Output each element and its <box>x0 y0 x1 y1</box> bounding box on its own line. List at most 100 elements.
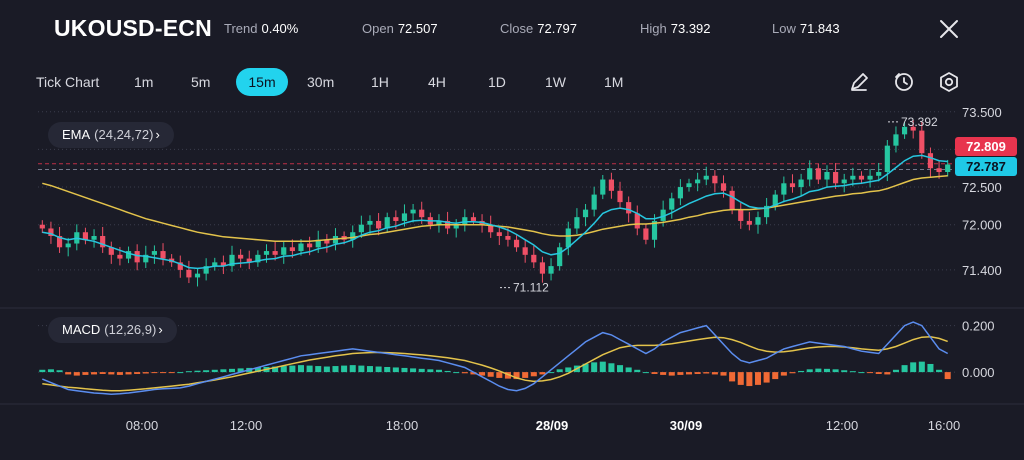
candle-body <box>643 228 649 240</box>
candle-body <box>246 258 252 263</box>
candle <box>755 211 761 234</box>
x-tick-label: 18:00 <box>386 418 419 433</box>
candle <box>177 255 183 278</box>
candle-body <box>807 168 813 180</box>
symbol-title: UKOUSD-ECN <box>54 15 212 41</box>
candle-body <box>686 183 692 188</box>
ema-indicator-pill[interactable]: EMA (24,24,72) › <box>48 122 174 148</box>
candle <box>824 165 830 188</box>
macd-histogram-bar <box>884 372 891 375</box>
stat-open: Open 72.507 <box>362 21 438 36</box>
x-tick-label: 08:00 <box>126 418 159 433</box>
macd-histogram-bar <box>617 365 624 373</box>
stat-trend: Trend 0.40% <box>224 21 298 36</box>
candle-body <box>867 175 873 180</box>
candle-body <box>125 251 132 259</box>
candle <box>513 235 520 252</box>
macd-histogram-bar <box>349 365 356 373</box>
macd-histogram-bar <box>556 369 563 373</box>
macd-histogram-bar <box>151 372 158 374</box>
candle-body <box>255 254 261 263</box>
candle-body <box>332 236 339 244</box>
candle-body <box>548 266 554 274</box>
candle-body <box>789 183 796 188</box>
tab-30m[interactable]: 30m <box>307 74 335 90</box>
close-icon[interactable] <box>936 16 962 42</box>
tab-tick-chart[interactable]: Tick Chart <box>36 74 100 90</box>
macd-histogram-bar <box>401 367 408 373</box>
macd-histogram-bar <box>892 369 899 373</box>
tab-1w[interactable]: 1W <box>545 74 566 90</box>
candle-body <box>539 262 546 274</box>
macd-histogram-bar <box>435 369 442 373</box>
macd-histogram-bar <box>427 369 434 373</box>
candle <box>48 221 54 244</box>
candle <box>686 178 692 192</box>
macd-histogram-bar <box>754 372 762 385</box>
tab-1d[interactable]: 1D <box>488 74 506 90</box>
macd-histogram-bar <box>160 372 167 374</box>
candle-body <box>600 179 606 195</box>
candle <box>807 160 813 187</box>
candle-body <box>608 179 614 191</box>
settings-hexagon-icon[interactable] <box>936 69 962 95</box>
x-tick-label: 12:00 <box>230 418 263 433</box>
tab-1h[interactable]: 1H <box>371 74 389 90</box>
candle-body <box>703 175 709 180</box>
candle <box>712 170 718 193</box>
candle <box>56 226 63 253</box>
candle-body <box>781 183 787 195</box>
tab-5m[interactable]: 5m <box>191 74 211 90</box>
x-tick-label: 16:00 <box>928 418 961 433</box>
candle <box>203 258 209 281</box>
macd-histogram-bar <box>496 372 503 378</box>
tab-1m[interactable]: 1m <box>134 74 154 90</box>
candle-body <box>100 236 106 248</box>
macd-histogram-bar <box>332 366 339 373</box>
macd-histogram-bar <box>504 372 511 379</box>
macd-histogram-bar <box>470 372 477 375</box>
candle <box>858 171 865 185</box>
macd-indicator-pill[interactable]: MACD (12,26,9) › <box>48 317 177 343</box>
tab-4h[interactable]: 4H <box>428 74 446 90</box>
candle-body <box>453 224 459 229</box>
macd-histogram-bar <box>780 372 787 376</box>
candle <box>651 214 658 248</box>
candle <box>160 243 166 266</box>
candle-body <box>263 251 270 255</box>
candle-body <box>574 217 580 229</box>
macd-histogram-bar <box>849 371 856 373</box>
candle <box>436 214 442 233</box>
candle-body <box>488 224 494 233</box>
macd-label: MACD <box>62 322 101 337</box>
candle-body <box>48 228 54 236</box>
candle <box>565 221 571 256</box>
tab-1mo[interactable]: 1M <box>604 74 624 90</box>
candle-body <box>919 130 925 154</box>
clock-icon[interactable] <box>891 69 917 95</box>
candle-body <box>220 262 226 267</box>
macd-histogram-bar <box>453 372 460 374</box>
candle-body <box>229 254 235 267</box>
candle <box>125 246 132 264</box>
pencil-icon[interactable] <box>846 69 872 95</box>
candle <box>936 160 942 179</box>
macd-histogram-bar <box>806 369 813 373</box>
candle <box>841 173 847 193</box>
stat-value: 0.40% <box>261 21 299 36</box>
macd-histogram-bar <box>737 372 744 385</box>
macd-histogram <box>39 361 951 387</box>
candle <box>531 245 537 268</box>
candle <box>522 240 528 263</box>
candle-body <box>893 134 899 146</box>
candle-body <box>617 190 623 203</box>
candle <box>151 245 157 264</box>
candle <box>574 208 580 235</box>
candle <box>781 176 787 203</box>
candle <box>695 172 701 192</box>
candle <box>496 226 502 246</box>
candle <box>462 209 468 232</box>
tab-15m[interactable]: 15m <box>236 68 288 96</box>
candle <box>281 241 287 264</box>
